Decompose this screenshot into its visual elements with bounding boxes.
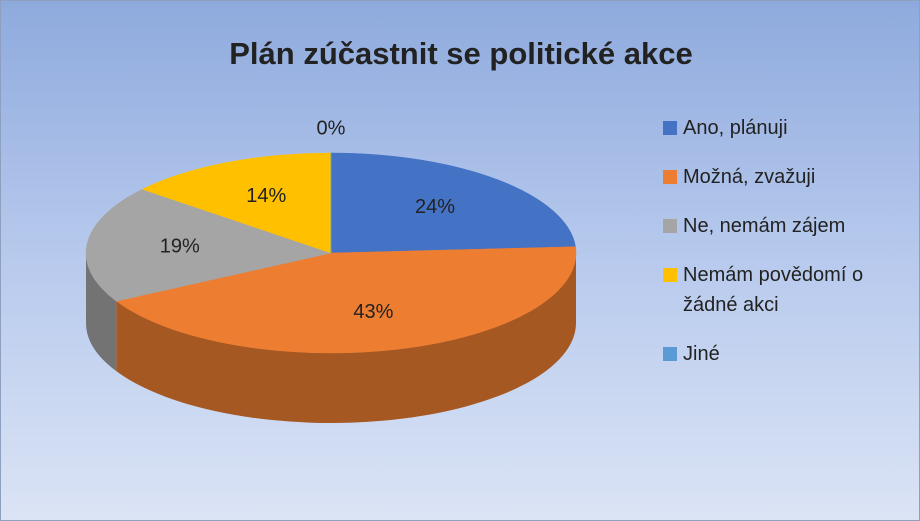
legend-item: Možná, zvažuji [663, 162, 913, 192]
legend-label: Možná, zvažuji [683, 166, 816, 188]
slice [141, 152, 332, 254]
legend-item: Ne, nemám zájem [663, 211, 913, 241]
legend-label: Ne, nemám zájem [683, 215, 846, 237]
slice-side [86, 253, 117, 372]
legend-label: Nemám povědomí o žádné akci [683, 264, 864, 316]
slice [85, 188, 332, 302]
data-label: 24% [415, 196, 455, 218]
data-label: 14% [246, 185, 286, 207]
legend-label: Ano, plánuji [683, 117, 788, 139]
slice [115, 246, 577, 354]
chart-title: Plán zúčastnit se politické akce [229, 36, 692, 71]
legend-swatch [663, 268, 677, 282]
legend-item: Jiné [663, 339, 913, 369]
legend: Ano, plánuji Možná, zvažuji Ne, nemám záje… [663, 113, 913, 388]
data-label: 0% [317, 117, 346, 139]
legend-item: Nemám povědomí o žádné akci [663, 260, 913, 320]
legend-swatch [663, 121, 677, 135]
legend-swatch [663, 170, 677, 184]
legend-label: Jiné [683, 343, 720, 365]
legend-swatch [663, 219, 677, 233]
slice [330, 152, 576, 254]
data-label: 19% [160, 235, 200, 257]
slice-side [116, 253, 576, 423]
legend-item: Ano, plánuji [663, 113, 913, 143]
legend-swatch [663, 347, 677, 361]
data-label: 43% [353, 301, 393, 323]
